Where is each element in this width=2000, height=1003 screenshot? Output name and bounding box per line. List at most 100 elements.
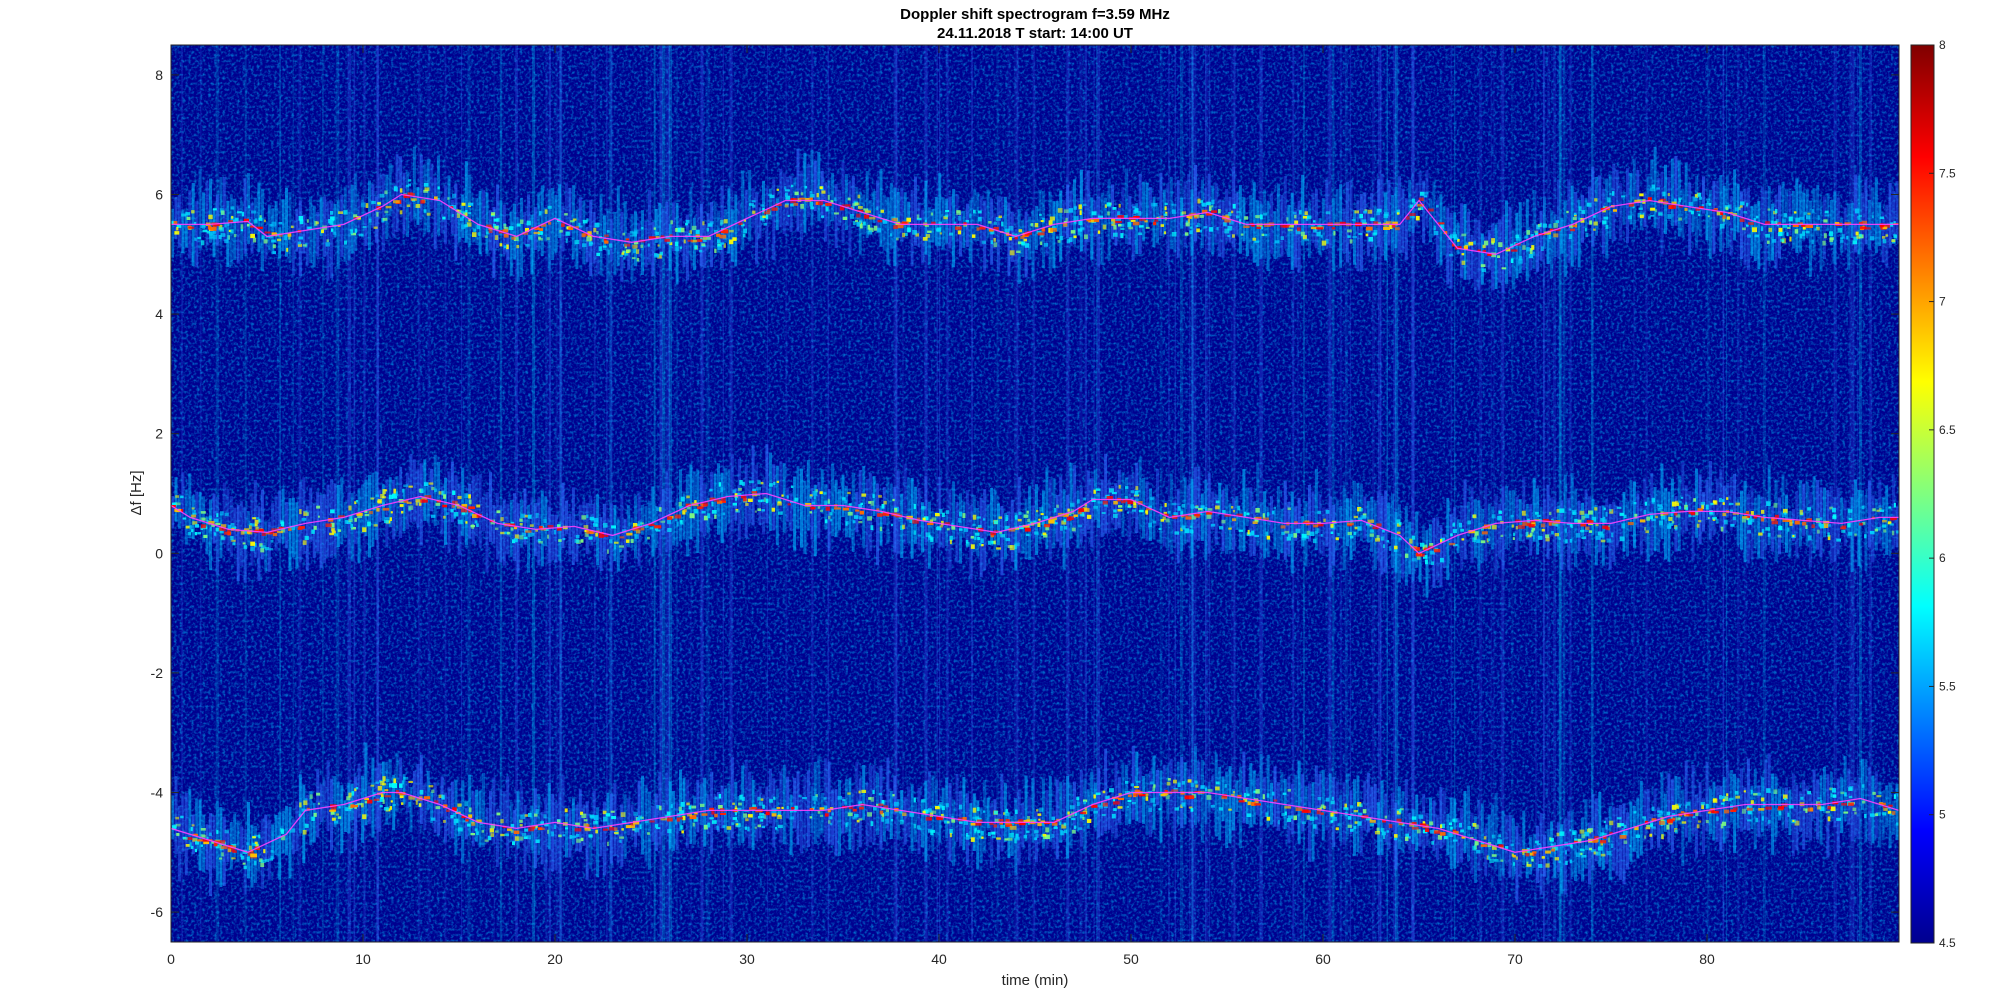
band-speckle	[974, 829, 977, 834]
band-core	[719, 234, 727, 239]
band-halo	[1764, 759, 1768, 827]
band-speckle	[181, 213, 186, 217]
band-speckle	[1581, 515, 1586, 520]
band-speckle	[825, 206, 829, 212]
band-halo	[869, 473, 873, 552]
band-halo	[1670, 158, 1674, 226]
band-halo	[257, 182, 261, 253]
band-speckle	[1559, 831, 1565, 836]
band-speckle	[1105, 795, 1110, 800]
band-speckle	[1364, 209, 1368, 212]
band-halo	[1373, 784, 1377, 825]
band-core	[834, 507, 841, 510]
band-speckle	[859, 219, 863, 223]
band-speckle	[185, 844, 190, 847]
band-speckle	[596, 231, 599, 235]
band-speckle	[487, 835, 492, 841]
band-halo	[309, 791, 313, 846]
band-halo	[1598, 175, 1602, 223]
band-core	[619, 536, 625, 539]
band-speckle	[303, 800, 308, 806]
band-halo	[1708, 189, 1712, 260]
band-speckle	[1666, 811, 1671, 816]
band-halo	[368, 180, 371, 250]
band-core	[1452, 829, 1457, 832]
band-core	[709, 497, 716, 501]
band-halo	[274, 815, 278, 855]
band-speckle	[758, 499, 762, 503]
band-speckle	[1885, 234, 1889, 237]
band-speckle	[1224, 228, 1230, 234]
band-halo	[1290, 783, 1294, 835]
band-speckle	[1133, 500, 1137, 506]
band-halo	[478, 790, 482, 848]
band-halo	[627, 798, 631, 836]
band-core	[979, 226, 986, 230]
band-halo	[772, 464, 776, 531]
band-halo	[824, 182, 828, 242]
band-speckle	[693, 817, 698, 822]
band-speckle	[1394, 545, 1398, 550]
band-halo	[1294, 210, 1298, 268]
band-speckle	[1531, 529, 1534, 533]
band-speckle	[1811, 239, 1814, 245]
band-halo	[1567, 811, 1571, 852]
band-speckle	[403, 484, 408, 488]
band-speckle	[1246, 512, 1250, 516]
band-core	[1206, 213, 1213, 216]
band-halo	[717, 792, 720, 832]
band-speckle	[216, 513, 219, 517]
band-core	[916, 517, 921, 522]
band-halo	[696, 779, 700, 833]
band-speckle	[1872, 508, 1876, 512]
band-core	[878, 803, 884, 806]
band-speckle	[1766, 240, 1770, 244]
band-speckle	[1199, 215, 1204, 218]
band-speckle	[1600, 841, 1603, 846]
band-speckle	[709, 223, 713, 227]
band-halo	[1173, 500, 1177, 543]
band-core	[1280, 525, 1286, 529]
band-speckle	[1484, 240, 1489, 246]
band-speckle	[927, 230, 932, 233]
band-speckle	[800, 192, 804, 196]
band-core	[1372, 526, 1379, 530]
band-halo	[1505, 200, 1508, 284]
band-speckle	[931, 517, 937, 521]
band-speckle	[1184, 232, 1189, 236]
band-core	[451, 505, 455, 508]
streak	[1380, 45, 1382, 942]
band-speckle	[510, 823, 515, 828]
band-speckle	[1840, 239, 1844, 243]
band-speckle	[297, 241, 302, 245]
band-halo	[1615, 505, 1619, 548]
streak	[650, 45, 652, 942]
band-speckle	[1145, 796, 1149, 801]
band-speckle	[1565, 860, 1568, 865]
band-core	[1644, 820, 1649, 825]
band-core	[1722, 512, 1727, 517]
band-speckle	[408, 801, 411, 807]
band-speckle	[209, 526, 213, 532]
band-speckle	[1386, 540, 1389, 543]
band-speckle	[1647, 216, 1651, 220]
band-speckle	[246, 856, 250, 861]
band-halo	[530, 497, 534, 535]
band-speckle	[453, 505, 456, 511]
band-speckle	[468, 202, 474, 206]
band-core	[977, 819, 983, 822]
band-halo	[1349, 790, 1353, 834]
band-speckle	[1799, 216, 1805, 220]
band-speckle	[1068, 208, 1073, 213]
band-speckle	[227, 235, 230, 240]
band-halo	[765, 444, 769, 524]
band-core	[1540, 523, 1546, 528]
band-speckle	[732, 237, 737, 241]
band-halo	[921, 209, 924, 264]
band-speckle	[641, 227, 644, 230]
band-core	[856, 213, 861, 218]
band-halo	[1740, 490, 1743, 550]
band-speckle	[1701, 204, 1705, 207]
band-speckle	[1577, 838, 1582, 844]
band-speckle	[1325, 211, 1331, 215]
